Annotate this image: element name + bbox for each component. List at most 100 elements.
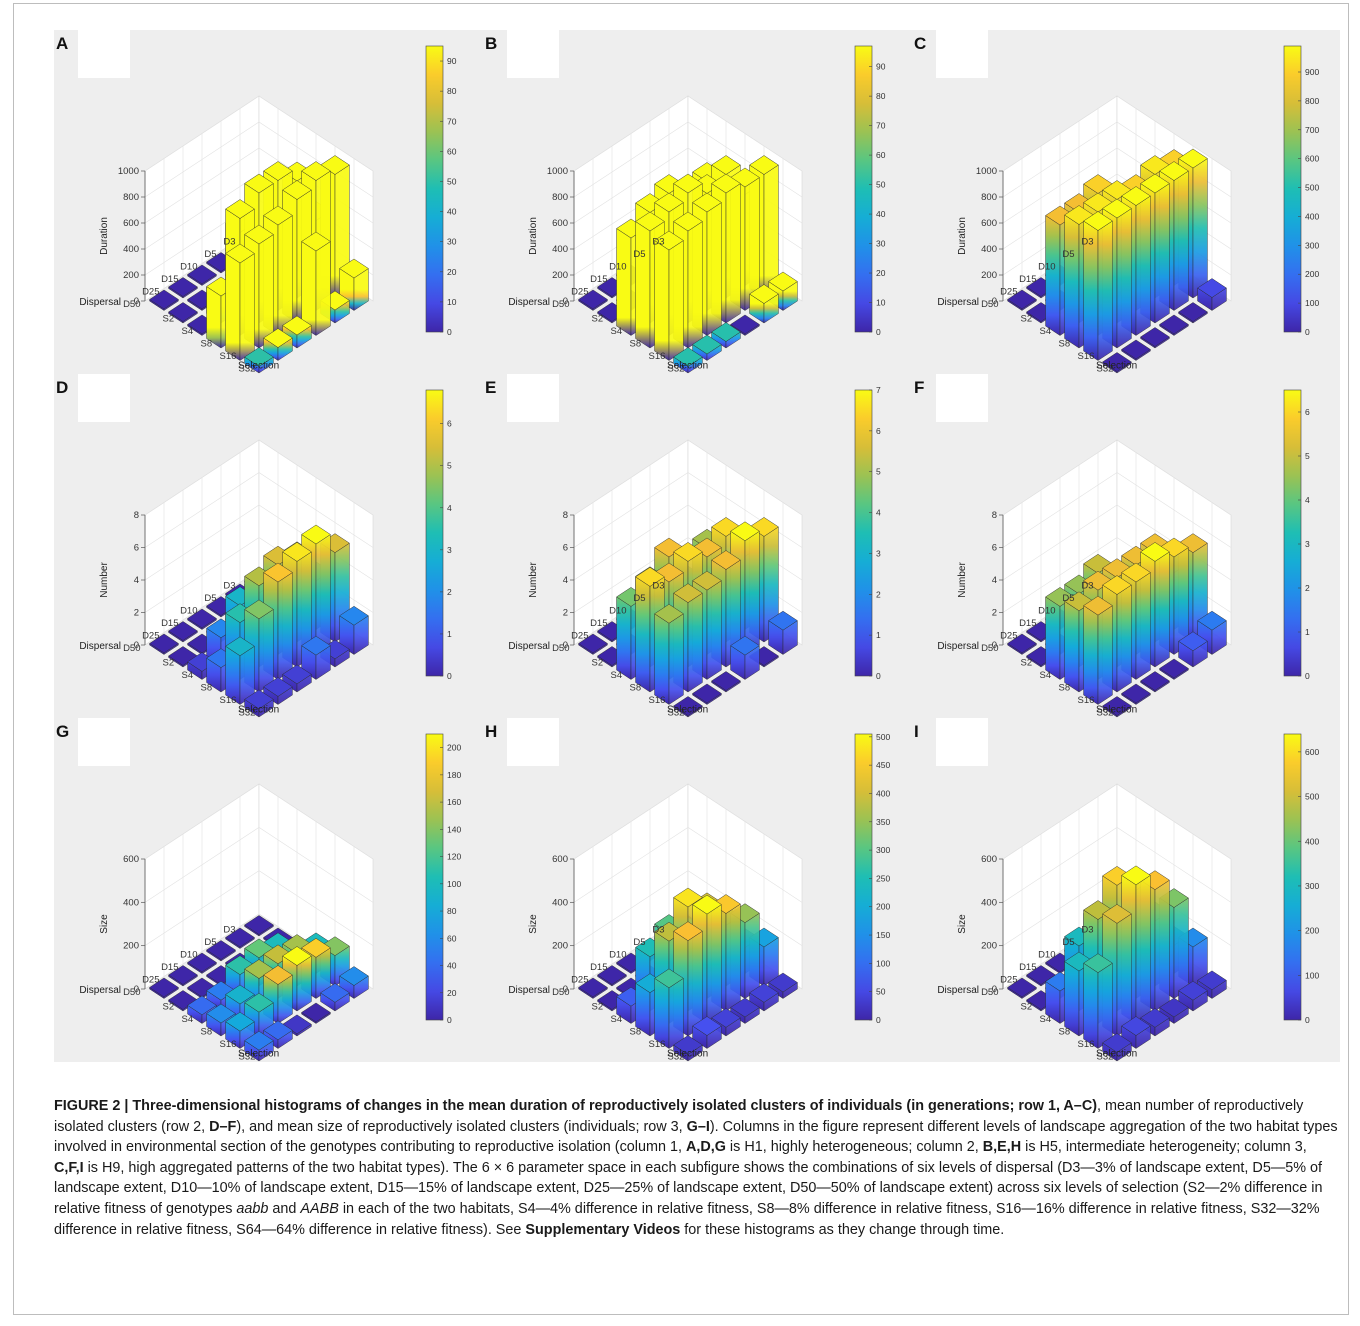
bar-top [768, 271, 798, 292]
colorbar-tick-label: 7 [876, 385, 881, 395]
z-tick-label: 4 [134, 575, 139, 586]
bar-top [768, 972, 798, 993]
axis-labels: D3D5D10D15D25D50S2S4S8S16S32S64Dispersal… [79, 580, 279, 718]
bar [187, 608, 217, 630]
caption-body: , mean number of reproductively isolated… [54, 1098, 1338, 1238]
colorbar: 0 20 40 60 80 100 120 140 160 180 200 [425, 733, 461, 1025]
colorbar-tick-label: 4 [1305, 495, 1310, 505]
bar [339, 966, 369, 999]
panel-blank-patch [507, 30, 559, 78]
bar-top [225, 1011, 255, 1032]
dispersal-tick-label: D10 [609, 949, 626, 960]
bar-top [301, 938, 331, 958]
grid-line [573, 95, 803, 172]
bar-top [654, 603, 684, 624]
bar-face-right [1097, 962, 1113, 1049]
dispersal-tick-label: D5 [633, 593, 645, 604]
colorbar-tick-label: 60 [876, 150, 886, 160]
bar [578, 977, 608, 999]
bar-top [711, 322, 741, 342]
x-axis-label: Dispersal [79, 985, 121, 996]
bar [1121, 683, 1151, 705]
dispersal-tick-label: D50 [123, 643, 140, 654]
colorbar-tick-label: 4 [447, 503, 452, 513]
z-tick-label: 600 [123, 854, 139, 865]
bar-top [168, 621, 198, 641]
colorbar-tick-label: 5 [447, 461, 452, 471]
selection-tick-label: S16 [1078, 351, 1095, 362]
bar-top [187, 952, 217, 973]
chart-panel-g: G 0 200 400 600 Size D3 D5 D10 D15 D25 D50 S2 S4 S8 S16… [54, 718, 482, 1062]
colorbar-tick-label: 900 [1305, 67, 1319, 77]
bar-top [339, 605, 369, 626]
z-tick-label: 4 [563, 575, 568, 586]
bar-top [1007, 289, 1037, 310]
chart-panel-a: A 0 200 400 600 800 1000 Duration D3 D5 D10 D15 D25 D… [54, 30, 482, 374]
bar-top [1121, 339, 1151, 360]
bar-face-right [315, 534, 331, 655]
colorbar-gradient [425, 733, 444, 1021]
selection-tick-label: S4 [1040, 670, 1052, 681]
bar [282, 664, 312, 693]
colorbar-gradient [1283, 45, 1302, 333]
colorbar-tick-label: 800 [1305, 96, 1319, 106]
z-tick-label: 800 [552, 192, 568, 203]
bar-top [654, 230, 684, 251]
bar [244, 689, 274, 718]
bar-top [301, 1002, 331, 1023]
bar [187, 264, 217, 286]
bar [1140, 327, 1170, 349]
selection-tick-label: S16 [649, 351, 666, 362]
bar-face-right [706, 580, 722, 680]
selection-tick-label: S4 [182, 326, 194, 337]
caption-segment: ). Columns in the figure represent diffe… [54, 1118, 1338, 1156]
dispersal-tick-label: D5 [1062, 249, 1074, 260]
bar [578, 289, 608, 311]
bar-top [244, 689, 274, 710]
bar-face-right [277, 215, 293, 336]
caption-segment: is H1, highly heterogeneous; column 2, [725, 1139, 983, 1156]
bar-face-right [1116, 208, 1132, 349]
selection-tick-label: S32 [239, 1051, 256, 1062]
colorbar-tick-label: 200 [876, 902, 890, 912]
bars [1007, 533, 1227, 718]
bar [673, 347, 703, 374]
selection-tick-label: S4 [611, 326, 623, 337]
x-axis-label: Dispersal [937, 985, 979, 996]
bar-face-left [1064, 600, 1080, 693]
colorbar-tick-label: 90 [447, 56, 457, 66]
caption-segment: , mean number of reproductively isolated… [54, 1098, 1304, 1135]
selection-tick-label: S16 [220, 351, 237, 362]
colorbar-tick-label: 70 [876, 121, 886, 131]
bar-top [711, 1008, 741, 1028]
axes-grid: 0 200 400 600 Size [99, 783, 374, 995]
bar [168, 277, 198, 299]
bar-top [1159, 997, 1189, 1018]
colorbar-tick-label: 3 [1305, 539, 1310, 549]
bar-top [168, 302, 198, 322]
z-tick-label: 8 [563, 510, 568, 521]
z-tick-label: 800 [123, 192, 139, 203]
bar-top [673, 1035, 703, 1055]
colorbar-gradient [425, 389, 444, 677]
dispersal-tick-label: D15 [590, 274, 607, 285]
bar [1102, 352, 1132, 374]
dispersal-tick-label: D5 [204, 937, 216, 948]
dispersal-tick-label: D25 [142, 974, 159, 985]
bar-top [578, 289, 608, 310]
colorbar-tick-label: 20 [447, 988, 457, 998]
caption-segment: G–I [686, 1118, 710, 1135]
bar-face-right [744, 912, 760, 999]
bar [320, 983, 350, 1012]
dispersal-tick-label: D10 [609, 261, 626, 272]
bar [1159, 314, 1189, 336]
bar-face-right [744, 530, 760, 655]
bar [768, 610, 798, 655]
bar-top [711, 671, 741, 691]
bar-top [673, 173, 703, 194]
selection-tick-label: S4 [611, 670, 623, 681]
colorbar-tick-label: 90 [876, 62, 886, 72]
z-tick-label: 400 [981, 897, 997, 908]
